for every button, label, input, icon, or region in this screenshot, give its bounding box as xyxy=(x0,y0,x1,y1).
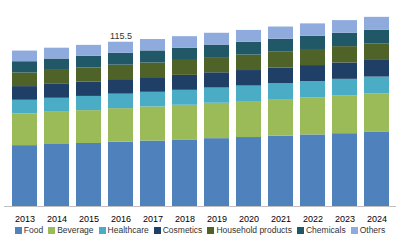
svg-text:2013: 2013 xyxy=(15,214,35,222)
svg-text:2020: 2020 xyxy=(239,214,259,222)
svg-text:2017: 2017 xyxy=(143,214,163,222)
svg-text:115.5: 115.5 xyxy=(110,31,132,41)
html-text:Cosmetics: Cosmetics xyxy=(162,225,203,235)
svg-text:2019: 2019 xyxy=(207,214,227,222)
svg-text:2022: 2022 xyxy=(303,214,323,222)
svg-text:2021: 2021 xyxy=(271,214,291,222)
svg-text:2018: 2018 xyxy=(175,214,195,222)
svg-text:2016: 2016 xyxy=(111,214,131,222)
html-text:Healthcare: Healthcare xyxy=(107,225,149,235)
html-text:Food: Food xyxy=(23,225,44,235)
svg-text:2024: 2024 xyxy=(367,214,387,222)
svg-text:2015: 2015 xyxy=(79,214,99,222)
html-text:Beverage: Beverage xyxy=(57,225,94,235)
html-text:Chemicals: Chemicals xyxy=(306,225,346,235)
svg-text:2023: 2023 xyxy=(335,214,355,222)
html-text:Others: Others xyxy=(359,225,386,235)
html-text:Household products: Household products xyxy=(216,225,292,235)
svg-text:2014: 2014 xyxy=(47,214,67,222)
